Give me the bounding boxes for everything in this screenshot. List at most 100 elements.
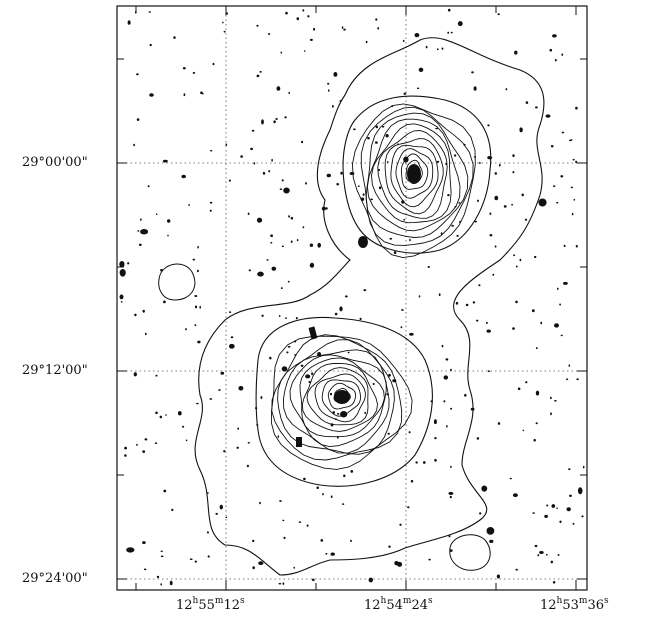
isolated-contour-bottom [449,534,491,571]
point-source [334,312,338,316]
lower-contour-ring [282,349,390,454]
point-source [321,206,326,211]
point-source [554,400,557,402]
point-source [535,390,540,396]
point-source [554,59,557,62]
point-source [325,207,328,210]
point-source [385,134,389,138]
point-source [247,212,250,216]
point-source [342,503,345,505]
point-source [258,561,264,566]
point-source [494,172,497,175]
point-source [450,31,453,34]
point-source [250,147,254,151]
point-source [240,155,243,158]
point-source [403,219,406,221]
point-source [556,507,558,510]
point-source [559,303,561,306]
point-source [310,38,313,42]
point-source [568,364,571,367]
point-source [189,558,193,560]
tick-marks [117,6,587,590]
point-source [134,11,137,14]
point-source [572,158,575,161]
point-source [581,515,584,518]
lower-contour-ring [277,339,395,455]
point-source [311,372,314,376]
point-source [192,71,196,74]
point-source [430,400,433,403]
point-source [470,407,475,411]
point-source [138,243,142,246]
point-source [473,86,477,91]
point-source [269,357,272,360]
point-source [418,295,421,298]
point-source [397,143,399,146]
ra-label-3: 12h53m36s [540,596,609,613]
point-source [575,244,578,248]
point-source [450,368,452,371]
point-source [511,203,513,206]
point-source [512,154,515,158]
point-source [268,170,271,173]
point-source [199,305,201,309]
point-source [185,328,187,331]
point-source [330,423,334,427]
point-source [275,118,278,120]
point-source [256,24,259,27]
point-source [160,555,164,558]
point-source [283,187,290,194]
lower-bright-source [334,390,350,404]
point-source [519,258,522,262]
upper-contour-ring [360,106,474,246]
point-source [522,429,525,432]
point-source [397,561,403,567]
point-source [378,186,382,190]
point-source [261,119,264,125]
point-source [550,145,554,148]
point-source [568,468,571,471]
point-source [433,419,437,425]
point-source [336,413,340,415]
point-source [472,301,476,304]
point-source [519,127,523,133]
point-source [209,201,213,204]
point-source [512,327,515,330]
point-source [387,432,390,435]
point-source [183,93,186,97]
point-source [375,125,378,129]
point-source [124,446,127,450]
point-source [160,583,162,586]
point-source [155,374,158,377]
point-source [196,269,199,273]
point-source [456,234,459,237]
point-source [177,411,182,416]
point-source [270,234,273,237]
point-source [163,489,167,493]
point-source [142,309,145,313]
point-source [494,195,499,201]
point-source [317,242,322,248]
point-source [360,197,365,201]
point-source [401,309,404,311]
point-source [185,439,188,442]
point-source [538,198,547,207]
point-source [425,45,428,49]
point-source [486,527,495,535]
point-source [326,173,331,178]
point-source [447,8,451,12]
point-source [505,88,508,91]
point-source [449,549,453,552]
point-source [362,193,365,196]
point-source [474,220,477,223]
dec-label-2: 29°12'00" [22,363,88,378]
point-source [229,311,232,314]
point-source [427,266,430,268]
point-source [124,454,127,457]
point-source [441,344,444,348]
point-source [309,262,315,268]
point-source [573,198,576,201]
point-source [225,12,229,15]
point-source [435,127,438,130]
point-source [222,21,224,24]
